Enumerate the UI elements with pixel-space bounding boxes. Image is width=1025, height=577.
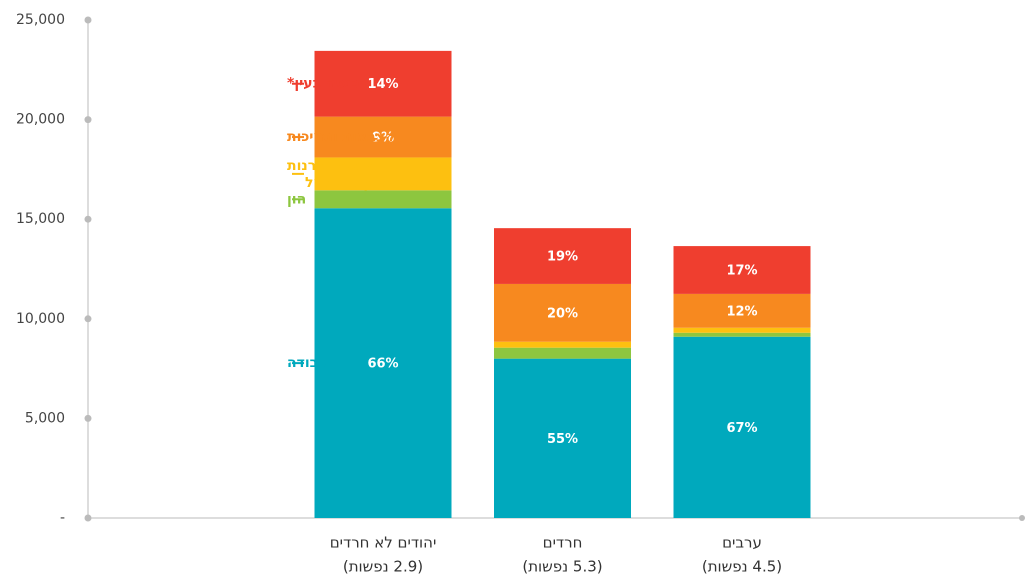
y-tick-label: 5,000 bbox=[25, 410, 65, 426]
bar-segment bbox=[314, 50, 452, 117]
bar-segment bbox=[673, 246, 811, 294]
bar-segment bbox=[494, 228, 631, 284]
y-tick-label: - bbox=[60, 510, 65, 526]
legend-label: עבודה bbox=[287, 355, 328, 371]
y-tick-label: 15,000 bbox=[16, 211, 65, 227]
bar-segment bbox=[314, 208, 452, 518]
segment-label: 55% bbox=[547, 432, 578, 447]
legend-label: קצבאות ותמיכות bbox=[287, 129, 395, 145]
x-tick-sublabel: (2.9 נפשות) bbox=[343, 558, 423, 576]
x-tick-sublabel: (5.3 נפשות) bbox=[522, 558, 602, 576]
segment-label: 20% bbox=[547, 306, 578, 321]
y-tick-mark bbox=[84, 116, 92, 124]
bar-segment bbox=[494, 283, 631, 342]
bar-segment bbox=[673, 293, 811, 328]
bar-segment bbox=[673, 327, 811, 333]
y-tick-label: 20,000 bbox=[16, 112, 65, 128]
bar-segment bbox=[673, 332, 811, 337]
x-tick-label: יהודים לא חרדים bbox=[330, 534, 437, 552]
bar-segment bbox=[314, 190, 452, 209]
legend-label: הכנסה בעין* bbox=[287, 76, 369, 92]
y-tick-label: 10,000 bbox=[16, 311, 65, 327]
segment-label: 67% bbox=[726, 421, 757, 436]
x-tick-label: חרדים bbox=[543, 534, 583, 552]
x-tick-sublabel: (4.5 נפשות) bbox=[702, 558, 782, 576]
bar-segment bbox=[494, 341, 631, 348]
bar-segment bbox=[494, 358, 631, 518]
y-tick-mark bbox=[84, 215, 92, 223]
bar-segment bbox=[673, 336, 811, 518]
y-tick-mark bbox=[84, 16, 92, 24]
bar-segment bbox=[314, 116, 452, 158]
legend-label: הון bbox=[287, 191, 306, 207]
bar-segment bbox=[494, 347, 631, 359]
segment-label: 12% bbox=[726, 304, 757, 319]
y-tick-mark bbox=[84, 315, 92, 323]
y-tick-mark bbox=[84, 414, 92, 422]
axis-end bbox=[1019, 515, 1025, 521]
legend-label: פנסיה, קרנות השתלמות וקופות גמל bbox=[287, 158, 446, 191]
segment-label: 17% bbox=[726, 263, 757, 278]
y-tick-label: 25,000 bbox=[16, 12, 65, 28]
segment-label: 19% bbox=[547, 250, 578, 265]
segment-label: 66% bbox=[367, 357, 398, 372]
bar-segment bbox=[314, 157, 452, 191]
x-tick-label: ערבים bbox=[722, 534, 762, 552]
y-tick-mark bbox=[84, 514, 92, 522]
segment-label: 14% bbox=[367, 77, 398, 92]
segment-label: 9% bbox=[372, 131, 394, 146]
